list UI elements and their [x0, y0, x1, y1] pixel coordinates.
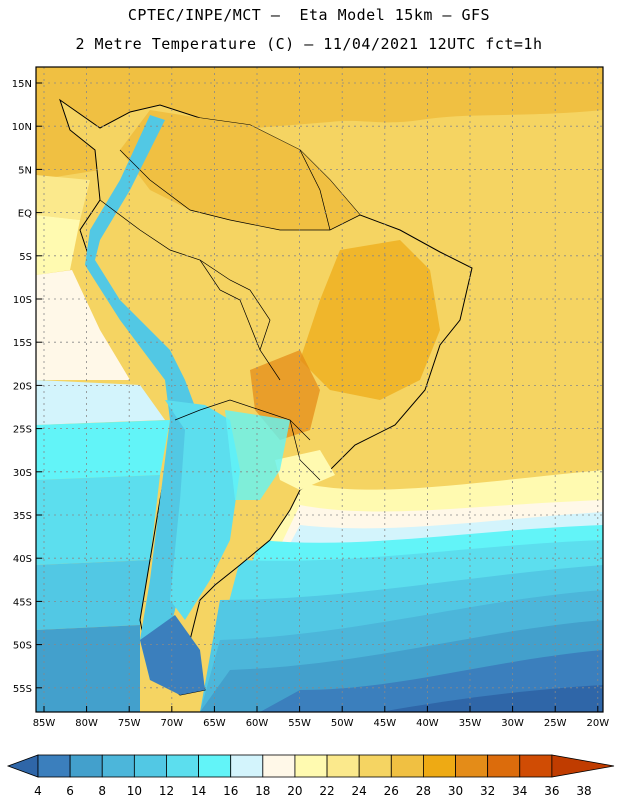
brazil-interior-hot: [300, 240, 440, 400]
colorbar-swatch: [69, 754, 103, 778]
longitude-label: 75W: [118, 718, 141, 729]
longitude-label: 45W: [373, 718, 396, 729]
longitude-ticks: 85W 80W 75W 70W 65W 60W 55W 50W 45W 40W 35W 30W 25W 2…: [33, 706, 609, 729]
colorbar-label: 26: [384, 784, 399, 798]
latitude-ticks: 15N 10N 5N EQ 5S 10S 15S 20S 25S 30S 35S 40S 45S 50S 5…: [12, 79, 42, 695]
latitude-label: 20S: [13, 381, 32, 392]
colorbar-swatch: [326, 754, 360, 778]
longitude-label: 65W: [203, 718, 226, 729]
colorbar-swatch: [294, 754, 328, 778]
atlantic-band-4: [380, 685, 603, 712]
colorbar-swatch: [101, 754, 135, 778]
colorbar-swatch: [455, 754, 489, 778]
colorbar-left-arrow: [6, 754, 39, 778]
colorbar-label: 10: [127, 784, 142, 798]
pacific-band-22: [36, 215, 80, 275]
colorbar-swatch: [390, 754, 424, 778]
colorbar-label: 36: [544, 784, 559, 798]
andes-cold-strip: [85, 115, 200, 680]
colorbar-swatch: [487, 754, 521, 778]
title-line-1: CPTEC/INPE/MCT – Eta Model 15km – GFS: [127, 6, 491, 24]
colorbar-label: 24: [352, 784, 367, 798]
country-borders: [99, 149, 361, 481]
colorbar-right-arrow: [551, 754, 615, 778]
latitude-label: 35S: [13, 511, 32, 522]
colorbar-label: 4: [34, 784, 42, 798]
colorbar-label: 20: [287, 784, 302, 798]
latitude-label: 40S: [13, 554, 32, 565]
longitude-label: 85W: [33, 718, 56, 729]
colorbar-label: 6: [66, 784, 74, 798]
pacific-band-10: [36, 625, 140, 712]
latitude-label: 45S: [13, 597, 32, 608]
colorbar-label: 38: [576, 784, 591, 798]
pacific-equator-band: [36, 175, 90, 220]
pacific-band-12: [36, 560, 150, 630]
longitude-label: 50W: [331, 718, 354, 729]
colorbar-label: 28: [416, 784, 431, 798]
latitude-label: 5S: [19, 252, 32, 263]
longitude-label: 20W: [586, 718, 609, 729]
north-warm-band: [36, 67, 603, 180]
colorbar-label: 32: [480, 784, 495, 798]
colorbar: 4 6 8 10 12 14 16 18 20 22 24 26 28 30 32 34 36 38: [6, 754, 615, 798]
colorbar-swatch: [262, 754, 296, 778]
colorbar-label: 8: [98, 784, 106, 798]
pacific-band-20: [36, 270, 130, 380]
map-field: [36, 67, 603, 712]
colorbar-swatch: [37, 754, 71, 778]
latitude-label: 5N: [18, 165, 32, 176]
colorbar-swatch: [230, 754, 264, 778]
latitude-label: 15S: [13, 338, 32, 349]
colorbar-swatch: [166, 754, 199, 778]
southern-tip-cold: [140, 615, 205, 695]
colorbar-swatch: [423, 754, 456, 778]
colorbar-label: 18: [255, 784, 270, 798]
pacific-band-14: [36, 475, 160, 565]
latitude-label: 10N: [12, 122, 32, 133]
colorbar-label: 14: [191, 784, 206, 798]
pacific-band-16: [36, 420, 170, 480]
latitude-label: 30S: [13, 468, 32, 479]
longitude-label: 55W: [288, 718, 311, 729]
longitude-label: 30W: [501, 718, 524, 729]
pacific-band-18: [36, 380, 165, 425]
colorbar-label: 22: [319, 784, 334, 798]
longitude-label: 70W: [160, 718, 183, 729]
longitude-label: 40W: [416, 718, 439, 729]
grid-lines: [36, 67, 603, 712]
longitude-label: 80W: [75, 718, 98, 729]
colorbar-label: 30: [448, 784, 463, 798]
latitude-label: 55S: [13, 684, 32, 695]
latitude-label: 15N: [12, 79, 32, 90]
colorbar-label: 12: [159, 784, 174, 798]
colorbar-swatch: [198, 754, 232, 778]
latitude-label: 50S: [13, 641, 32, 652]
colorbar-swatch: [358, 754, 392, 778]
longitude-label: 35W: [459, 718, 482, 729]
colorbar-label: 34: [512, 784, 527, 798]
colorbar-swatch: [133, 754, 167, 778]
colorbar-label: 16: [223, 784, 238, 798]
longitude-label: 25W: [544, 718, 567, 729]
title-line-2: 2 Metre Temperature (C) – 11/04/2021 12U…: [75, 35, 543, 53]
colorbar-swatch: [519, 754, 553, 778]
map-frame: [35, 66, 604, 713]
latitude-label: 10S: [13, 295, 32, 306]
patagonia-cool-zone: [165, 400, 240, 620]
latitude-label: 25S: [13, 425, 32, 436]
argentina-cool-zone: [225, 410, 290, 500]
latitude-label: EQ: [18, 209, 32, 220]
longitude-label: 60W: [246, 718, 269, 729]
